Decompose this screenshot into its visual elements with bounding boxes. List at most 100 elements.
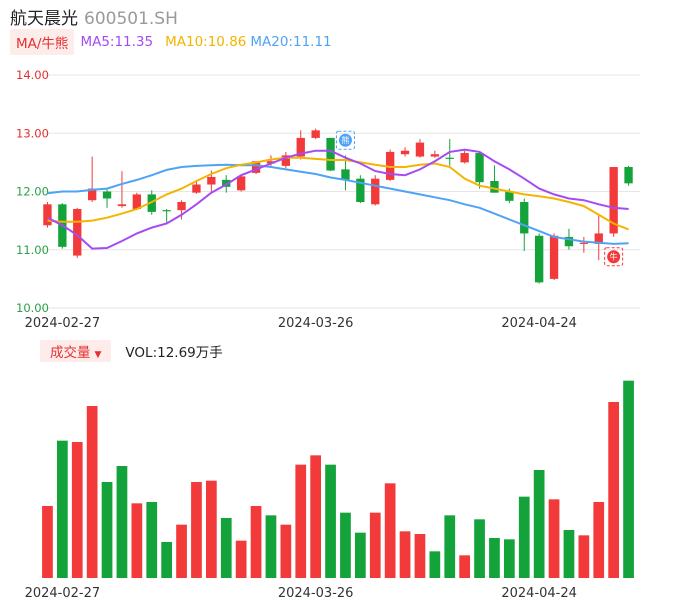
volume-bar[interactable] (384, 483, 396, 578)
volume-bar[interactable] (429, 551, 441, 578)
volume-bar[interactable] (161, 542, 173, 578)
volume-bar[interactable] (310, 455, 322, 578)
candle-body (177, 201, 186, 211)
stock-code: 600501.SH (84, 9, 178, 29)
date-tick-label: 2024-02-27 (25, 316, 101, 331)
candle-body (534, 235, 544, 283)
volume-bar[interactable] (265, 515, 277, 578)
volume-bar[interactable] (623, 380, 634, 578)
candle[interactable] (177, 200, 186, 220)
date-tick-label: 2024-03-26 (278, 316, 354, 331)
candle[interactable] (385, 149, 395, 182)
candle[interactable] (341, 155, 350, 191)
candle[interactable] (534, 233, 544, 284)
volume-bar[interactable] (146, 502, 158, 578)
price-y-axis: 14.00 13.00 12.00 11.00 10.00 (16, 68, 49, 315)
volume-bars (42, 380, 634, 578)
stock-name: 航天晨光 (10, 9, 78, 29)
volume-bar[interactable] (354, 532, 366, 578)
candle[interactable] (460, 150, 469, 164)
volume-bar[interactable] (369, 512, 381, 578)
candle[interactable] (400, 147, 410, 157)
volume-bar[interactable] (205, 480, 217, 578)
volume-bar[interactable] (474, 519, 485, 578)
candle-body (266, 161, 276, 164)
date-tick-label: 2024-04-24 (501, 316, 577, 331)
candle[interactable] (475, 151, 484, 189)
volume-bar[interactable] (191, 482, 202, 578)
candle[interactable] (43, 201, 52, 228)
candle[interactable] (579, 236, 589, 253)
volume-bar[interactable] (444, 515, 456, 578)
candle[interactable] (132, 192, 142, 211)
ma-indicator-tab[interactable]: MA/牛熊 (10, 29, 75, 55)
volume-bar[interactable] (295, 464, 307, 578)
volume-bar[interactable] (578, 535, 590, 578)
volume-bar[interactable] (176, 524, 187, 578)
volume-bar[interactable] (56, 440, 68, 578)
candle[interactable] (371, 175, 380, 206)
volume-value: VOL:12.69万手 (125, 345, 223, 361)
volume-bar[interactable] (131, 503, 143, 578)
volume-bar[interactable] (250, 506, 262, 578)
date-tick-label: 2024-02-27 (25, 586, 101, 601)
volume-bar[interactable] (459, 555, 471, 578)
candle[interactable] (117, 171, 127, 208)
volume-bar[interactable] (563, 530, 575, 578)
volume-bar[interactable] (608, 402, 620, 578)
volume-bar[interactable] (280, 524, 292, 578)
volume-bar[interactable] (518, 496, 530, 578)
candle[interactable] (609, 167, 618, 237)
volume-bar[interactable] (414, 534, 426, 578)
volume-bar[interactable] (399, 531, 411, 578)
bull-marker-icon[interactable]: 牛 (604, 247, 624, 267)
candle-body (475, 153, 484, 183)
candle-body (520, 201, 529, 234)
candle-body (356, 178, 365, 202)
volume-bar[interactable] (86, 406, 98, 578)
volume-bar[interactable] (101, 482, 113, 578)
candle-body (505, 191, 514, 201)
volume-bar[interactable] (220, 518, 232, 578)
candle[interactable] (87, 156, 97, 202)
candle[interactable] (415, 139, 425, 158)
candle[interactable] (356, 175, 365, 204)
candle-body (162, 210, 171, 212)
volume-bar[interactable] (325, 464, 336, 578)
candle[interactable] (102, 188, 112, 208)
candle[interactable] (326, 137, 335, 172)
volume-bar[interactable] (235, 540, 247, 578)
candle[interactable] (236, 175, 246, 192)
candle-body (102, 191, 112, 199)
dropdown-caret-icon: ▼ (94, 350, 102, 360)
volume-bar[interactable] (116, 466, 128, 578)
volume-bar[interactable] (340, 512, 351, 578)
volume-bar[interactable] (548, 499, 560, 578)
candle[interactable] (311, 128, 320, 140)
volume-bar[interactable] (71, 442, 83, 578)
candle[interactable] (430, 150, 440, 158)
candle-body (594, 233, 603, 244)
candle[interactable] (549, 233, 559, 281)
candle[interactable] (192, 179, 201, 194)
price-grid (40, 74, 640, 309)
candle-body (132, 194, 142, 209)
volume-bar[interactable] (533, 470, 545, 578)
volume-bar[interactable] (593, 502, 605, 578)
candle-body (296, 137, 305, 157)
candle[interactable] (624, 165, 633, 186)
candle[interactable] (594, 214, 603, 261)
candle[interactable] (73, 207, 82, 258)
ma20-line (47, 163, 629, 245)
volume-bar[interactable] (489, 538, 500, 578)
volume-bar[interactable] (503, 539, 515, 578)
candle-body (251, 161, 261, 173)
candle-body (415, 142, 425, 157)
volume-indicator-dropdown[interactable]: 成交量 ▼ (40, 340, 112, 362)
candle[interactable] (162, 208, 171, 224)
bear-marker-icon[interactable]: 熊 (335, 130, 355, 150)
candle[interactable] (281, 151, 291, 169)
ma20-label: MA20:11.11 (250, 34, 332, 50)
volume-bar[interactable] (42, 506, 53, 578)
